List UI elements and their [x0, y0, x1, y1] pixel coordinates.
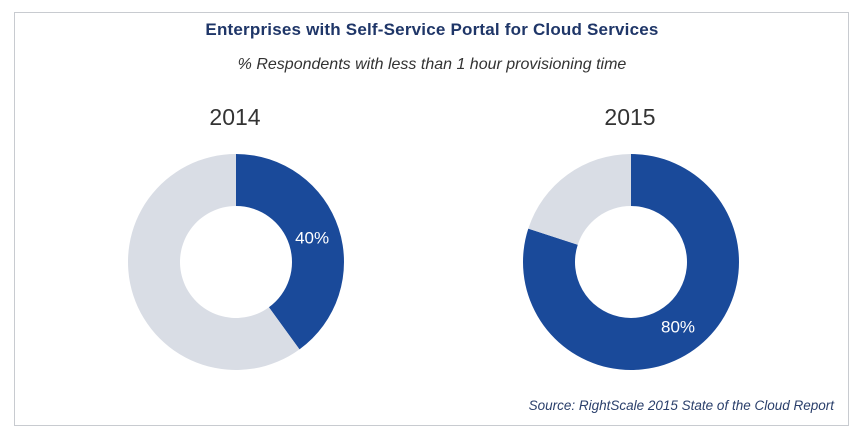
donut-2014: 40%: [127, 154, 344, 370]
donut-2015: 80%: [522, 154, 739, 370]
donut-2015-slice-0: [522, 154, 739, 370]
chart-title: Enterprises with Self-Service Portal for…: [205, 20, 659, 39]
donut-2014-slice-1: [127, 154, 300, 370]
donut-2014-slice-0-label: 40%: [295, 228, 329, 247]
donut-2015-slice-0-label: 80%: [661, 318, 695, 337]
donut-2014-title: 2014: [209, 104, 261, 130]
donut-2014-slice-0: [236, 154, 344, 350]
donut-2015-slice-1: [528, 154, 631, 245]
source-note: Source: RightScale 2015 State of the Clo…: [528, 398, 834, 413]
donut-2015-title: 2015: [604, 104, 656, 130]
chart-subtitle: % Respondents with less than 1 hour prov…: [237, 56, 627, 73]
